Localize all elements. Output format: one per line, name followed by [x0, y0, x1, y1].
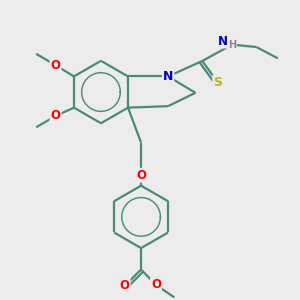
Text: H: H — [228, 40, 236, 50]
Text: O: O — [50, 58, 61, 72]
Text: N: N — [218, 34, 227, 48]
Text: O: O — [120, 279, 130, 292]
Text: N: N — [163, 70, 173, 83]
Text: O: O — [151, 278, 161, 291]
Text: O: O — [136, 169, 146, 182]
Text: O: O — [50, 110, 61, 122]
Text: S: S — [213, 76, 222, 89]
